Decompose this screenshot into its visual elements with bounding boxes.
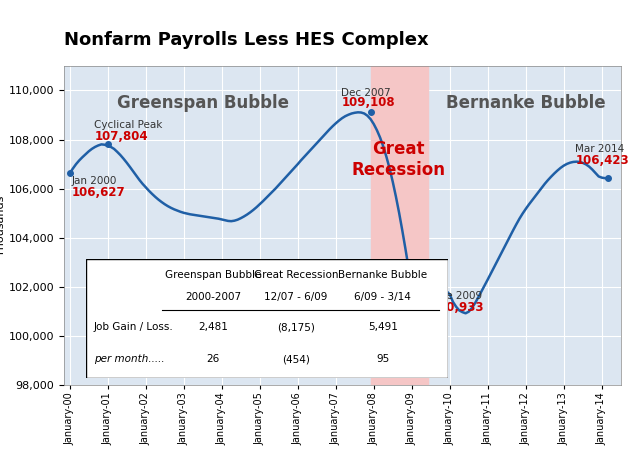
Text: 95: 95 [376,354,390,364]
Text: Bernanke Bubble: Bernanke Bubble [446,94,605,112]
Text: CONTRA: CONTRA [522,29,579,41]
Text: 2,481: 2,481 [198,322,228,332]
Text: Great
Recession: Great Recession [351,140,445,179]
Text: Great Recession: Great Recession [254,271,339,281]
Text: per month.....: per month..... [93,354,164,364]
Text: Mar 2014: Mar 2014 [575,144,625,154]
Text: Greenspan Bubble: Greenspan Bubble [116,94,289,112]
Text: Bernanke Bubble: Bernanke Bubble [339,271,428,281]
Y-axis label: Thousands: Thousands [0,196,6,256]
Text: 109,108: 109,108 [342,95,395,109]
Text: Dec 2007: Dec 2007 [342,88,391,98]
Text: Job Gain / Loss.: Job Gain / Loss. [93,322,173,332]
Text: 106,627: 106,627 [72,186,125,199]
Text: Jan 2000: Jan 2000 [72,176,117,186]
Text: Cyclical Peak: Cyclical Peak [95,120,163,131]
Text: David Stockman's: David Stockman's [522,18,579,23]
Text: Greenspan Bubble: Greenspan Bubble [164,271,261,281]
Text: June 2009: June 2009 [431,291,483,301]
Text: 106,423: 106,423 [575,154,629,167]
Text: Nonfarm Payrolls Less HES Complex: Nonfarm Payrolls Less HES Complex [64,31,429,49]
Text: 12/07 - 6/09: 12/07 - 6/09 [264,292,328,302]
Text: 5,491: 5,491 [368,322,398,332]
Text: 2000-2007: 2000-2007 [185,292,241,302]
Text: CORNER: CORNER [522,43,579,56]
Text: 107,804: 107,804 [95,130,148,143]
Text: (454): (454) [282,354,310,364]
Text: (8,175): (8,175) [277,322,315,332]
Text: 100,933: 100,933 [431,301,484,314]
Text: 26: 26 [206,354,220,364]
Bar [371,66,428,385]
Text: 6/09 - 3/14: 6/09 - 3/14 [355,292,412,302]
